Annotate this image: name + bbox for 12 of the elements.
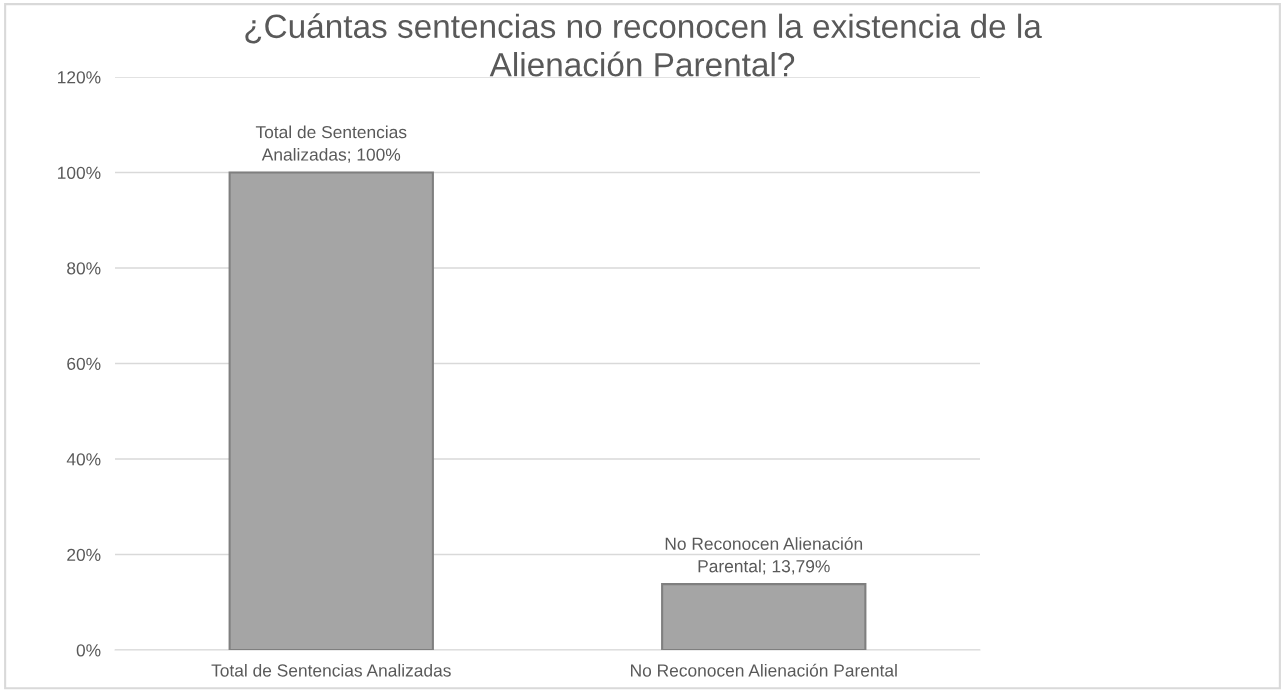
data-label: No Reconocen Alienación Parental; 13,79% bbox=[665, 536, 863, 575]
x-tick-label: No Reconocen Alienación Parental bbox=[631, 663, 897, 677]
y-tick-label: 100% bbox=[58, 166, 101, 179]
y-tick-label: 120% bbox=[58, 71, 101, 84]
y-tick-label: 60% bbox=[67, 357, 101, 370]
y-tick-label: 40% bbox=[66, 453, 101, 466]
y-tick-label: 20% bbox=[67, 548, 101, 561]
data-label: Total de Sentencias Analizadas; 100% bbox=[255, 125, 407, 163]
y-tick-label: 80% bbox=[67, 262, 101, 275]
x-tick-label: Total de Sentencias Analizadas bbox=[211, 663, 451, 677]
chart-title: ¿Cuántas sentencias no reconocen la existencia de la Alienación Parental? bbox=[245, 13, 1042, 77]
y-tick-label: 0% bbox=[76, 644, 101, 657]
